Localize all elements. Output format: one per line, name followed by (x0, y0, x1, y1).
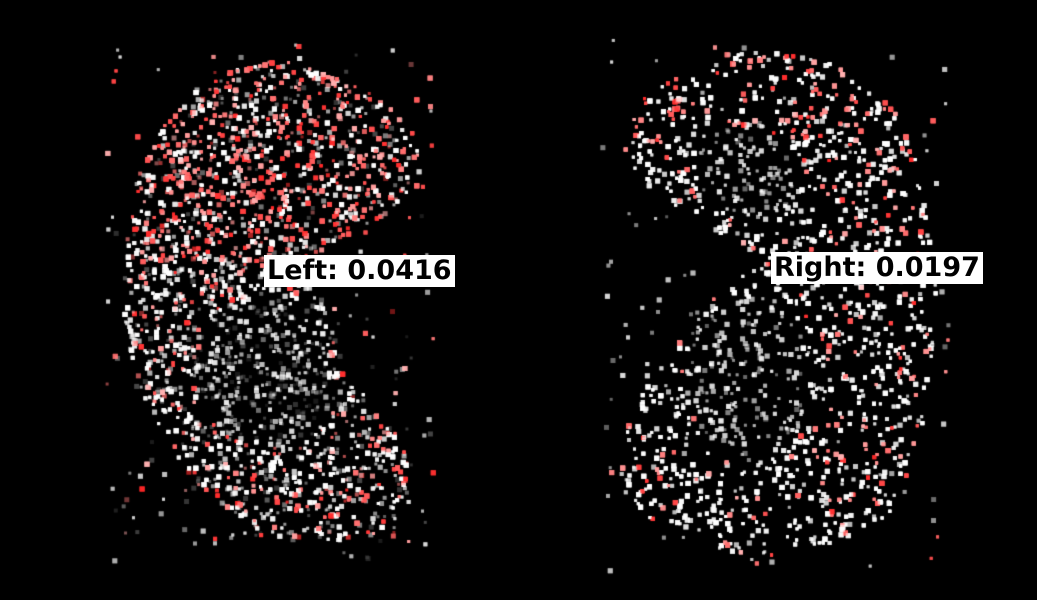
left-value-label: Left: 0.0416 (264, 255, 455, 287)
right-value-label: Right: 0.0197 (771, 252, 983, 284)
